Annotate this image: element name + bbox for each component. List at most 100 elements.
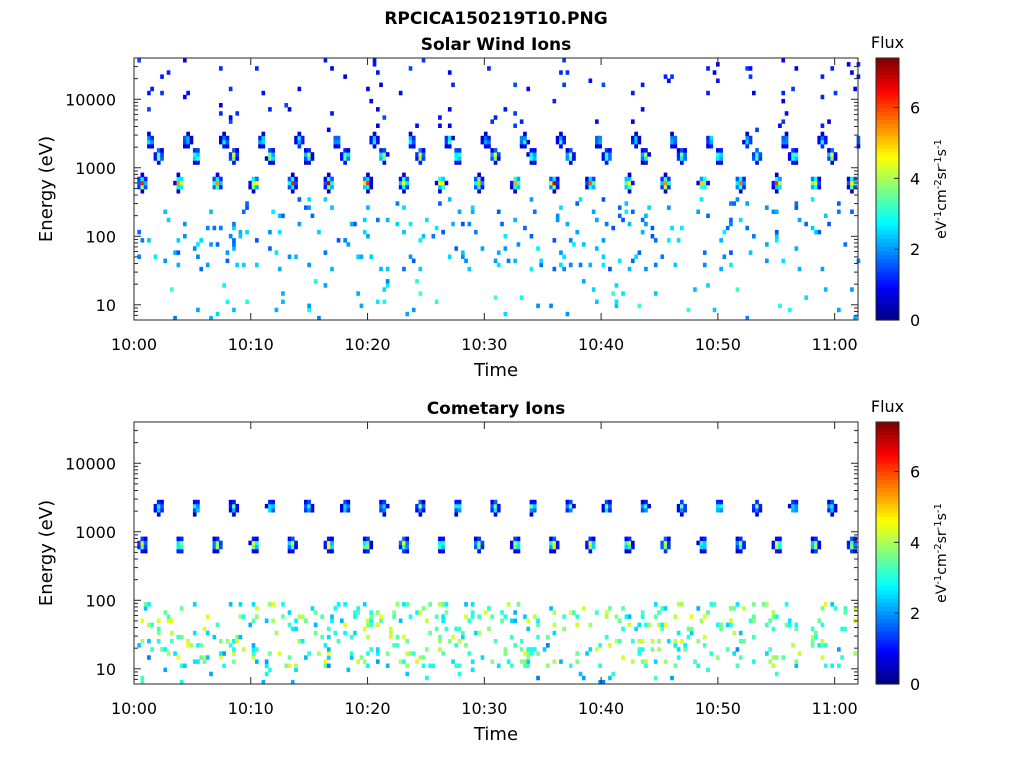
spectrogram-pixel (261, 679, 266, 685)
spectrogram-pixel (604, 221, 609, 227)
spectrogram-pixel (166, 618, 171, 623)
spectrogram-pixel (496, 262, 501, 268)
colorbar-segment (876, 438, 899, 444)
spectrogram-pixel (490, 152, 495, 157)
spectrogram-pixel (457, 209, 462, 214)
spectrogram-pixel (192, 602, 197, 607)
spectrogram-pixel (395, 221, 400, 227)
spectrogram-pixel (614, 614, 619, 619)
spectrogram-pixel (160, 156, 164, 161)
spectrogram-pixel (196, 503, 200, 509)
spectrogram-pixel (653, 614, 658, 619)
spectrogram-pixel (742, 184, 746, 190)
colorbar-segment (876, 209, 899, 215)
spectrogram-pixel (326, 172, 331, 178)
spectrogram-pixel (529, 148, 534, 153)
spectrogram-pixel (454, 156, 459, 161)
spectrogram-pixel (376, 299, 380, 304)
spectrogram-pixel (572, 610, 576, 615)
spectrogram-pixel (598, 144, 602, 149)
spectrogram-pixel (372, 58, 377, 63)
spectrogram-pixel (385, 266, 390, 272)
spectrogram-pixel (755, 152, 759, 157)
spectrogram-pixel (438, 180, 442, 186)
spectrogram-pixel (752, 618, 756, 623)
spectrogram-pixel (843, 626, 848, 632)
spectrogram-pixel (444, 139, 449, 145)
spectrogram-pixel (493, 148, 498, 153)
spectrogram-pixel (480, 139, 485, 145)
spectrogram-pixel (372, 131, 377, 137)
spectrogram-pixel (644, 622, 648, 628)
spectrogram-pixel (451, 634, 455, 640)
spectrogram-pixel (627, 221, 632, 227)
spectrogram-pixel (493, 160, 498, 165)
colorbar-segment (876, 103, 899, 108)
spectrogram-pixel (794, 499, 799, 505)
spectrogram-pixel (232, 221, 236, 227)
spectrogram-pixel (441, 548, 445, 554)
spectrogram-pixel (555, 184, 560, 190)
spectrogram-pixel (604, 152, 609, 157)
spectrogram-pixel (326, 540, 331, 546)
spectrogram-pixel (147, 107, 151, 112)
spectrogram-pixel (369, 544, 374, 550)
spectrogram-pixel (676, 508, 681, 513)
spectrogram-pixel (709, 139, 714, 145)
spectrogram-pixel (464, 643, 468, 648)
spectrogram-pixel (235, 262, 240, 268)
spectrogram-pixel (503, 647, 508, 652)
colorbar-segment (876, 66, 899, 71)
spectrogram-pixel (255, 238, 259, 243)
spectrogram-pixel (516, 184, 521, 190)
spectrogram-pixel (376, 610, 380, 615)
spectrogram-pixel (313, 279, 318, 284)
spectrogram-pixel (536, 675, 540, 681)
x-tick-label: 10:10 (228, 335, 274, 354)
spectrogram-pixel (614, 299, 619, 304)
spectrogram-pixel (268, 152, 272, 157)
colorbar-segment (876, 516, 899, 521)
colorbar-title: Flux (871, 33, 904, 52)
spectrogram-pixel (758, 152, 763, 157)
colorbar-segment (876, 536, 899, 542)
spectrogram-pixel (297, 86, 302, 92)
spectrogram-pixel (418, 503, 423, 509)
spectrogram-pixel (699, 618, 704, 623)
spectrogram-pixel (297, 614, 302, 619)
spectrogram-pixel (186, 135, 190, 141)
spectrogram-pixel (673, 262, 678, 268)
spectrogram-pixel (647, 152, 651, 157)
colorbar-segment (876, 78, 899, 84)
spectrogram-pixel (660, 626, 665, 632)
spectrogram-pixel (627, 622, 632, 628)
spectrogram-pixel (408, 135, 413, 141)
spectrogram-pixel (823, 213, 828, 219)
spectrogram-pixel (183, 144, 187, 149)
spectrogram-pixel (696, 180, 701, 186)
spectrogram-pixel (680, 225, 684, 231)
spectrogram-pixel (820, 266, 825, 272)
spectrogram-pixel (219, 66, 223, 71)
spectrogram-pixel (637, 622, 642, 628)
spectrogram-pixel (173, 651, 177, 656)
spectrogram-pixel (369, 135, 374, 141)
colorbar-segment (876, 164, 899, 170)
spectrogram-pixel (166, 70, 171, 75)
spectrogram-pixel (794, 622, 799, 628)
spectrogram-pixel (771, 610, 776, 615)
spectrogram-pixel (307, 152, 311, 157)
spectrogram-pixel (402, 172, 406, 178)
spectrogram-pixel (251, 180, 256, 186)
colorbar-segment (876, 70, 899, 75)
colorbar-segment (876, 193, 899, 198)
spectrogram-pixel (330, 548, 334, 554)
spectrogram-pixel (228, 503, 233, 509)
spectrogram-pixel (398, 90, 403, 96)
colorbar-segment (876, 467, 899, 472)
spectrogram-pixel (415, 279, 419, 284)
spectrogram-pixel (644, 148, 648, 153)
spectrogram-pixel (640, 156, 645, 161)
spectrogram-pixel (536, 618, 540, 623)
spectrogram-pixel (179, 634, 184, 640)
